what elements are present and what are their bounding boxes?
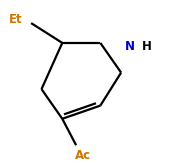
Text: Et: Et [9, 13, 22, 26]
Text: N: N [125, 40, 135, 53]
Text: Ac: Ac [75, 149, 91, 162]
Text: H: H [142, 40, 152, 53]
